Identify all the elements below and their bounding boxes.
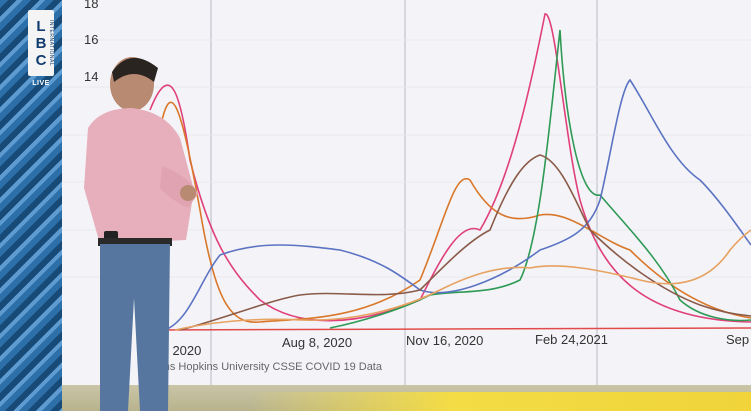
y-tick-14: 14 <box>84 69 99 84</box>
y-tick-18: 18 <box>84 0 99 11</box>
x-tick-aug-8-2020: Aug 8, 2020 <box>282 335 353 350</box>
logo-box: L B C <box>28 10 54 76</box>
chart-line-brown <box>179 154 751 331</box>
live-badge: LIVE <box>32 80 50 87</box>
chart-line-blue <box>164 78 751 331</box>
channel-logo: L B C INTERNATIONAL LIVE <box>26 10 56 94</box>
presenter-figure <box>84 57 198 411</box>
logo-letter-c: C <box>35 51 47 69</box>
chart-line-orange <box>157 101 751 323</box>
chart-line-baseline <box>149 327 751 331</box>
x-tick-2020-start: 1, 2020 <box>158 343 202 358</box>
logo-letter-l: L <box>36 17 46 35</box>
logo-letter-b: B <box>35 34 47 52</box>
y-tick-16: 16 <box>84 32 99 47</box>
x-tick-sep: Sep <box>726 332 750 347</box>
chart-gridlines <box>62 0 751 385</box>
chart-lines <box>149 13 751 331</box>
logo-subtitle: INTERNATIONAL <box>48 20 54 67</box>
chart-line-pink <box>149 13 751 323</box>
x-tick-feb-24-2021: Feb 24,2021 <box>535 332 609 347</box>
chart-line-light-orange <box>174 229 751 331</box>
chart-line-green <box>329 29 751 329</box>
x-tick-nov-16-2020: Nov 16, 2020 <box>406 333 484 348</box>
chart-source: Johns Hopkins University CSSE COVID 19 D… <box>146 361 382 373</box>
floor-light-strip <box>250 392 751 411</box>
